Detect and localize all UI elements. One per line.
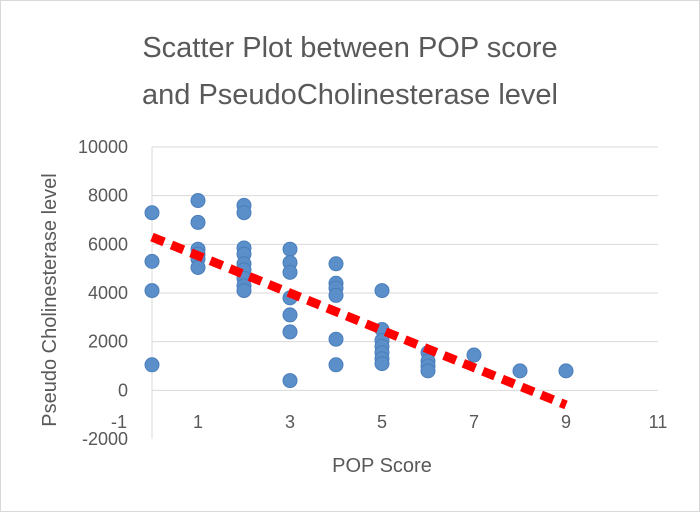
trendline	[150, 232, 568, 410]
data-point	[328, 256, 344, 272]
data-point	[144, 283, 160, 299]
data-point	[512, 363, 528, 379]
y-tick-label: 4000	[88, 283, 128, 303]
x-tick-label: -1	[111, 412, 127, 432]
chart-title-line-1: Scatter Plot between POP score	[142, 32, 557, 64]
data-point	[328, 357, 344, 373]
data-point	[282, 264, 298, 280]
data-point	[282, 241, 298, 257]
chart-title-line-2: and PseudoCholinesterase level	[142, 79, 558, 111]
data-point	[144, 357, 160, 373]
data-point	[328, 287, 344, 303]
x-tick-label: 9	[561, 412, 571, 432]
data-point	[144, 205, 160, 221]
x-tick-label: 5	[377, 412, 387, 432]
data-point	[190, 193, 206, 209]
y-tick-label: 0	[118, 380, 128, 400]
y-tick-label: -2000	[82, 429, 128, 449]
y-tick-label: 6000	[88, 234, 128, 254]
data-point	[282, 324, 298, 340]
y-axis-tick-labels: -2000 0 2000 4000 6000 8000 10000	[78, 137, 128, 449]
x-axis-title: POP Score	[332, 455, 432, 477]
data-point	[558, 363, 574, 379]
data-point	[466, 347, 482, 363]
data-point	[374, 283, 390, 299]
x-tick-label: 1	[193, 412, 203, 432]
y-tick-label: 8000	[88, 186, 128, 206]
trendline-layer	[150, 232, 568, 410]
data-point	[236, 283, 252, 299]
y-axis-title: Pseudo Cholinesterase level	[39, 173, 61, 427]
y-tick-label: 10000	[78, 137, 128, 157]
data-point	[282, 307, 298, 323]
data-point	[190, 259, 206, 275]
data-point	[236, 205, 252, 221]
data-point	[374, 356, 390, 372]
data-point	[420, 363, 436, 379]
x-tick-label: 7	[469, 412, 479, 432]
data-point	[144, 253, 160, 269]
data-point	[328, 331, 344, 347]
data-point	[190, 214, 206, 230]
x-axis-tick-labels: -1 1 3 5 7 9 11	[111, 412, 667, 432]
data-points	[144, 193, 574, 389]
x-tick-label: 11	[649, 412, 668, 432]
gridlines	[151, 146, 658, 439]
y-tick-label: 2000	[88, 332, 128, 352]
x-tick-label: 3	[285, 412, 295, 432]
data-point	[282, 373, 298, 389]
